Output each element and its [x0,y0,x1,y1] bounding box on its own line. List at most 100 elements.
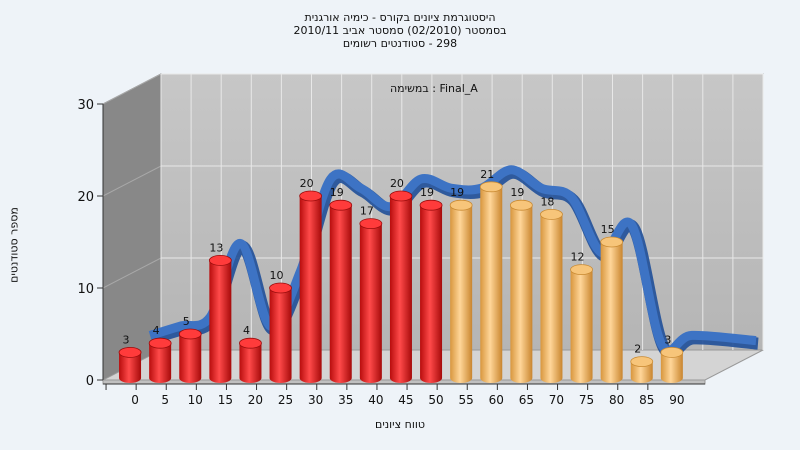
bar-value-label: 3 [123,333,130,346]
bar [208,254,232,383]
bar-body [119,352,142,383]
bar-top [479,181,503,193]
x-tick-label: 20 [248,393,263,407]
bar-top [509,199,533,211]
bar-top [208,254,232,266]
bar-value-label: 20 [300,177,314,190]
x-tick-label: 70 [549,393,564,407]
bar-value-label: 19 [330,186,344,199]
x-tick-label: 90 [669,393,684,407]
trend-curve [148,165,757,356]
x-tick-label: 50 [428,393,443,407]
bar-top [269,282,292,294]
bar-top [630,356,654,368]
bar-body [179,334,202,383]
bar-body [359,223,382,383]
bar-top [359,218,383,230]
bar-body [660,352,683,383]
bar-body [540,214,563,383]
bar-value-label: 19 [420,186,434,199]
bar [419,199,443,383]
bar-value-label: 18 [540,195,554,208]
bar [479,181,503,383]
bar [449,199,473,383]
y-axis-label: מספר סטודנטים [7,207,21,283]
x-axis-label: טווח ציונים [375,418,425,431]
bar-value-label: 13 [209,241,223,254]
bar-top [239,337,262,349]
x-tick-label: 40 [368,393,383,407]
chart-title-line-1: היסטוגרמת ציונים בקורס - כימיה אורגנית [304,11,496,24]
x-tick-label: 45 [398,393,413,407]
bar [630,356,654,383]
x-tick-label: 15 [218,393,233,407]
bar-value-label: 3 [664,333,671,346]
bar-top [329,199,353,211]
x-tick-label: 5 [161,393,169,407]
bar [329,199,353,383]
bar-value-label: 19 [510,186,524,199]
bar-top [660,346,684,358]
trend-curve-layer [148,165,759,361]
bar [299,190,323,383]
x-tick-label: 0 [131,393,139,407]
bar-top [178,328,202,340]
grid-line-side [102,165,162,197]
grid-line-side [102,257,162,289]
bar-top [540,208,563,220]
x-tick-label: 85 [639,393,654,407]
bar [660,346,684,383]
bar-top [449,199,473,211]
bar-body [209,260,232,383]
bar-top [148,337,172,349]
x-tick-label: 80 [609,393,624,407]
bar-value-label: 15 [601,223,615,236]
y-tick-label: 10 [77,282,94,297]
bar-value-label: 10 [270,269,284,282]
bar-top [118,346,142,358]
bar [118,346,142,383]
labels-layer: 3 4 5 13 4 10 20 19 17 20 19 19 21 19 18 12 15 2 3 [123,168,672,356]
x-tick-label: 30 [308,393,323,407]
bar-body [329,205,352,383]
bar-top [600,236,624,248]
bar-value-label: 4 [153,324,160,337]
x-tick-label: 75 [579,393,594,407]
bar-body [269,288,292,383]
bar-value-label: 21 [480,168,494,181]
bar-body [450,205,473,383]
bar [359,218,383,383]
bar-top [299,190,323,202]
x-tick-label: 10 [188,393,203,407]
bar-body [570,269,593,383]
bar [239,337,262,384]
bar-top [389,190,413,202]
bars-layer [118,181,684,384]
bar-body [480,186,503,383]
grid-line-side [102,73,162,105]
y-tick-label: 30 [77,98,94,113]
bar-value-label: 19 [450,186,464,199]
bar-body [600,242,623,383]
bar-value-label: 20 [390,177,404,190]
bar [540,208,563,383]
x-tick-label: 25 [278,393,293,407]
bar-body [299,196,322,383]
bar [509,199,533,383]
bar-value-label: 12 [571,251,585,264]
bar-body [420,205,443,383]
legend: Final_A : במשימה [390,82,478,95]
x-tick-label: 55 [459,393,474,407]
y-tick-label: 20 [77,190,94,205]
bar-body [630,361,653,383]
bar-body [389,196,412,383]
x-tick-label: 65 [519,393,534,407]
bar-body [239,343,262,384]
bar-top [419,199,443,211]
x-tick-label: 60 [489,393,504,407]
y-tick-label: 0 [86,374,94,389]
bar-value-label: 4 [243,324,250,337]
bar-value-label: 17 [360,205,374,218]
